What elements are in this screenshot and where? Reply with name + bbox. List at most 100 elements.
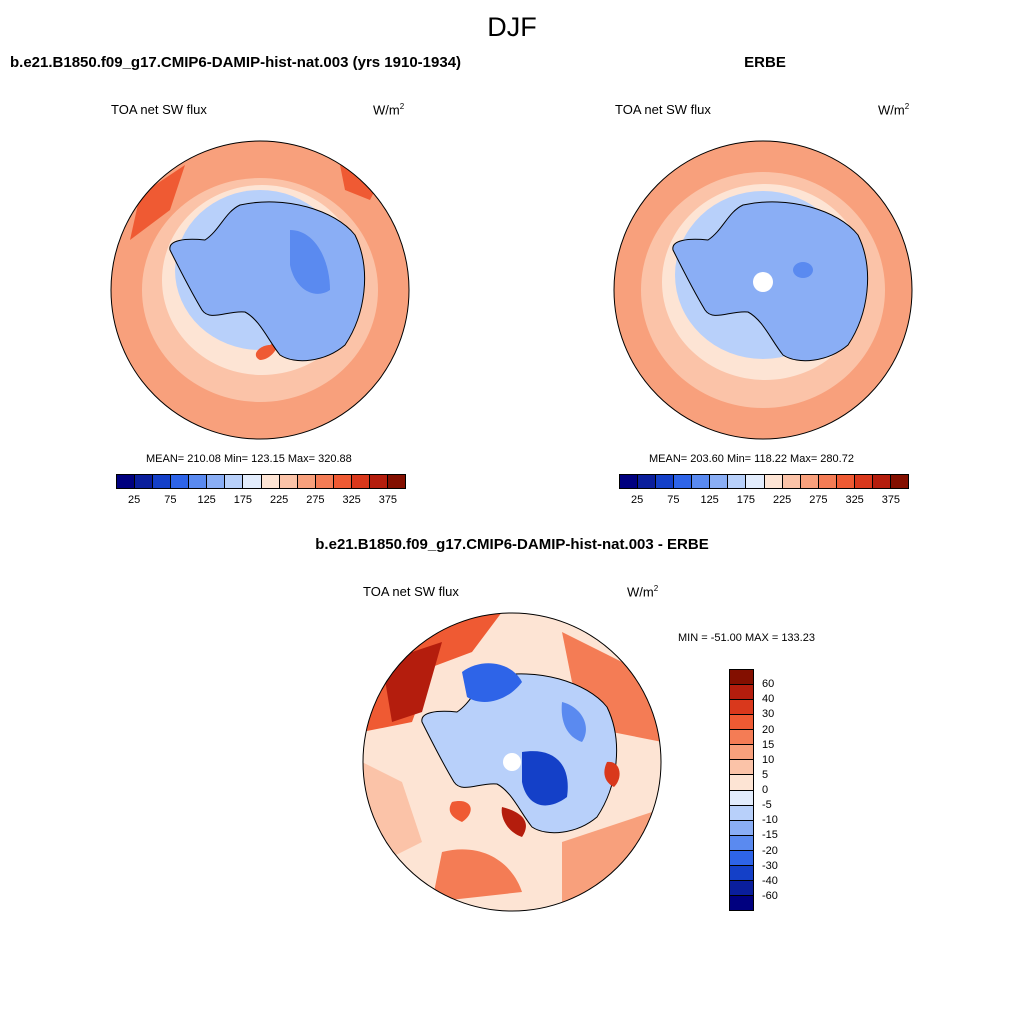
right-panel-title: ERBE — [744, 54, 786, 71]
diff-colorbar-swatch — [730, 834, 753, 850]
left-colorbar-tick-label: 375 — [378, 494, 398, 506]
left-colorbar-tick-label: 75 — [164, 494, 177, 506]
right-colorbar-tick-label: 225 — [772, 494, 792, 506]
diff-colorbar-swatch — [730, 864, 753, 880]
left-colorbar-swatch — [332, 475, 351, 488]
diff-colorbar-tick-label: 5 — [762, 768, 769, 781]
right-colorbar — [619, 474, 909, 489]
right-variable-label: TOA net SW flux — [615, 102, 711, 117]
right-colorbar-ticks: 25 75 125 175 225 275 325 375 — [619, 494, 909, 508]
diff-colorbar-tick-label: -10 — [762, 814, 778, 827]
right-stats: MEAN= 203.60 Min= 118.22 Max= 280.72 — [649, 453, 854, 465]
left-colorbar-swatch — [206, 475, 225, 488]
diff-colorbar-swatch — [730, 774, 753, 790]
diff-colorbar-tick-label: -15 — [762, 829, 778, 842]
left-colorbar-tick-label: 175 — [233, 494, 253, 506]
left-colorbar-swatch — [134, 475, 153, 488]
right-colorbar-tick-label: 275 — [809, 494, 828, 506]
left-stats: MEAN= 210.08 Min= 123.15 Max= 320.88 — [146, 453, 352, 465]
diff-colorbar-tick-label: 20 — [762, 723, 775, 736]
diff-colorbar-swatch — [730, 804, 753, 820]
right-colorbar-swatch — [673, 475, 692, 488]
diff-colorbar-swatch — [730, 879, 753, 895]
diff-colorbar-swatch — [730, 759, 753, 775]
right-colorbar-swatch — [799, 475, 818, 488]
diff-colorbar-swatch — [730, 819, 753, 835]
left-colorbar-swatch — [368, 475, 387, 488]
diff-colorbar-swatch — [730, 849, 753, 865]
left-colorbar-swatch — [260, 475, 279, 488]
left-unit-label: W/m2 — [373, 102, 405, 118]
right-colorbar-swatch — [817, 475, 836, 488]
right-colorbar-tick-label: 325 — [845, 494, 864, 506]
diff-colorbar — [729, 669, 754, 911]
left-colorbar-swatch — [152, 475, 171, 488]
diff-colorbar-tick-label: 0 — [762, 784, 769, 796]
diff-polar-map — [362, 612, 662, 912]
left-colorbar — [116, 474, 406, 489]
diff-colorbar-tick-label: 60 — [762, 678, 775, 691]
diff-colorbar-tick-label: 10 — [762, 753, 775, 766]
right-colorbar-tick-label: 375 — [881, 494, 901, 506]
left-colorbar-swatch — [117, 475, 135, 488]
left-colorbar-tick-label: 125 — [197, 494, 216, 506]
diff-colorbar-tick-label: -30 — [762, 859, 778, 872]
right-colorbar-swatch — [763, 475, 782, 488]
right-colorbar-tick-label: 75 — [667, 494, 680, 506]
left-colorbar-swatch — [188, 475, 207, 488]
diff-colorbar-tick-label: -60 — [762, 889, 778, 902]
right-colorbar-swatch — [781, 475, 800, 488]
diff-colorbar-tick-label: -20 — [762, 844, 778, 857]
diff-stats: MIN = -51.00 MAX = 133.23 — [678, 632, 815, 644]
left-colorbar-tick-label: 325 — [342, 494, 361, 506]
right-colorbar-tick-label: 125 — [700, 494, 719, 506]
right-colorbar-swatch — [637, 475, 656, 488]
right-colorbar-swatch — [871, 475, 890, 488]
right-colorbar-swatch — [655, 475, 674, 488]
right-colorbar-swatch — [691, 475, 710, 488]
diff-colorbar-swatch — [730, 684, 753, 700]
right-colorbar-tick-label: 25 — [631, 494, 644, 506]
diff-colorbar-swatch — [730, 699, 753, 715]
right-colorbar-swatch — [620, 475, 638, 488]
diff-colorbar-ticks: 60 40 30 20 15 10 5 0 -5 -10 -15 -20 -30 -40 -60 — [762, 669, 802, 911]
left-polar-map — [110, 140, 410, 440]
diff-unit-label: W/m2 — [627, 584, 659, 600]
right-colorbar-swatch — [889, 475, 908, 488]
left-colorbar-ticks: 25 75 125 175 225 275 325 375 — [116, 494, 406, 508]
left-panel-title: b.e21.B1850.f09_g17.CMIP6-DAMIP-hist-nat… — [10, 54, 462, 71]
diff-variable-label: TOA net SW flux — [363, 584, 459, 599]
diff-colorbar-tick-label: -40 — [762, 874, 778, 887]
left-colorbar-swatch — [224, 475, 243, 488]
diff-colorbar-tick-label: -5 — [762, 799, 772, 812]
left-colorbar-swatch — [170, 475, 189, 488]
diff-colorbar-swatch — [730, 714, 753, 730]
diff-colorbar-tick-label: 30 — [762, 708, 775, 721]
diff-colorbar-swatch — [730, 729, 753, 745]
diff-panel-title: b.e21.B1850.f09_g17.CMIP6-DAMIP-hist-nat… — [315, 536, 709, 553]
right-colorbar-swatch — [709, 475, 728, 488]
season-title: DJF — [487, 12, 537, 42]
left-colorbar-tick-label: 25 — [128, 494, 141, 506]
left-colorbar-swatch — [314, 475, 333, 488]
right-colorbar-swatch — [853, 475, 872, 488]
diff-colorbar-swatch — [730, 789, 753, 805]
left-colorbar-tick-label: 225 — [269, 494, 289, 506]
left-colorbar-swatch — [386, 475, 405, 488]
diff-colorbar-tick-label: 40 — [762, 693, 775, 706]
left-colorbar-swatch — [296, 475, 315, 488]
right-unit-label: W/m2 — [878, 102, 910, 118]
right-colorbar-swatch — [745, 475, 764, 488]
left-variable-label: TOA net SW flux — [111, 102, 207, 117]
left-colorbar-swatch — [242, 475, 261, 488]
left-colorbar-swatch — [350, 475, 369, 488]
right-colorbar-swatch — [835, 475, 854, 488]
right-polar-map — [613, 140, 913, 440]
right-colorbar-swatch — [727, 475, 746, 488]
right-colorbar-tick-label: 175 — [736, 494, 756, 506]
diff-colorbar-swatch — [730, 894, 753, 910]
diff-colorbar-swatch — [730, 744, 753, 760]
left-colorbar-swatch — [278, 475, 297, 488]
diff-colorbar-tick-label: 15 — [762, 738, 775, 751]
diff-colorbar-swatch — [730, 670, 753, 685]
